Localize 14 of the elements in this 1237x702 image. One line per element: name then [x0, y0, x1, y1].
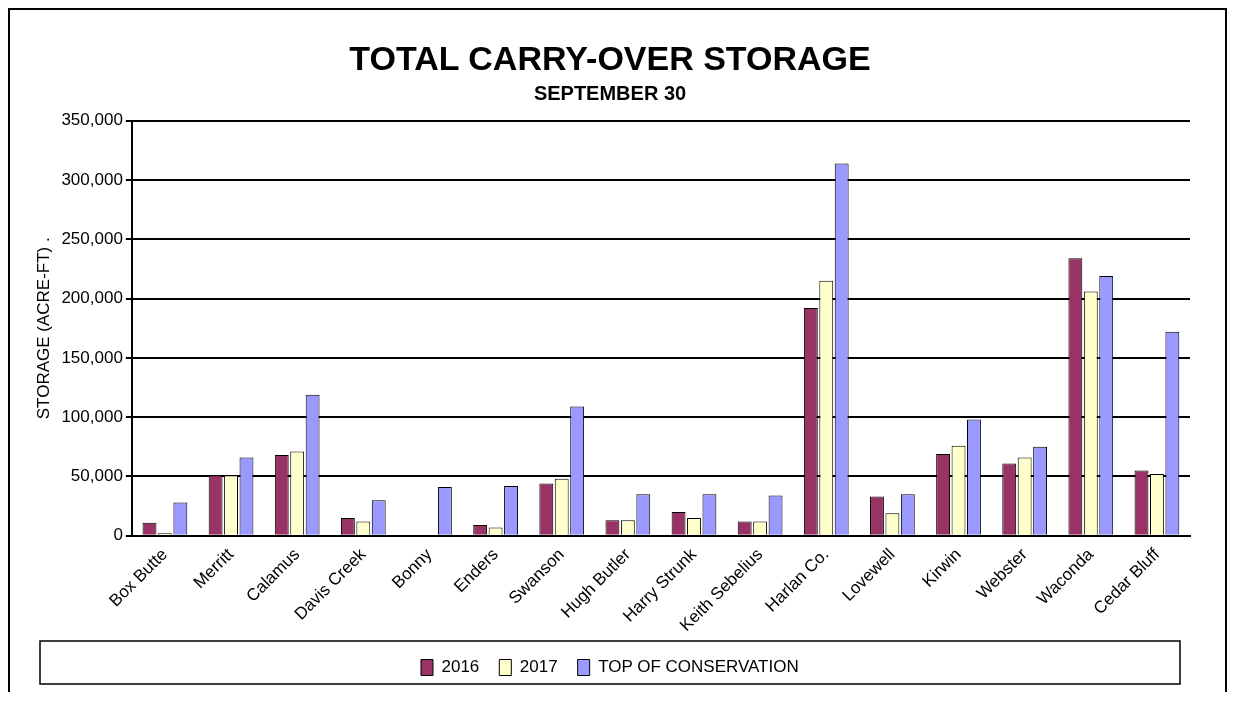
- y-tick-label: 150,000: [61, 347, 123, 367]
- y-tick-label: 300,000: [61, 169, 123, 189]
- y-tick-label: 250,000: [61, 229, 123, 249]
- legend-label: TOP OF CONSERVATION: [598, 657, 799, 677]
- y-tick-label: 100,000: [61, 406, 123, 426]
- legend-label: 2016: [441, 657, 480, 677]
- chart-title: TOTAL CARRY-OVER STORAGE: [349, 38, 871, 77]
- y-tick-label: 350,000: [61, 110, 123, 130]
- chart-subtitle: SEPTEMBER 30: [533, 82, 687, 105]
- y-tick-label: 0: [113, 525, 123, 545]
- y-tick-label: 50,000: [70, 466, 123, 486]
- legend-label: 2017: [519, 657, 558, 677]
- y-axis-title: STORAGE (ACRE-FT) .: [33, 237, 53, 420]
- y-tick-label: 200,000: [61, 288, 123, 308]
